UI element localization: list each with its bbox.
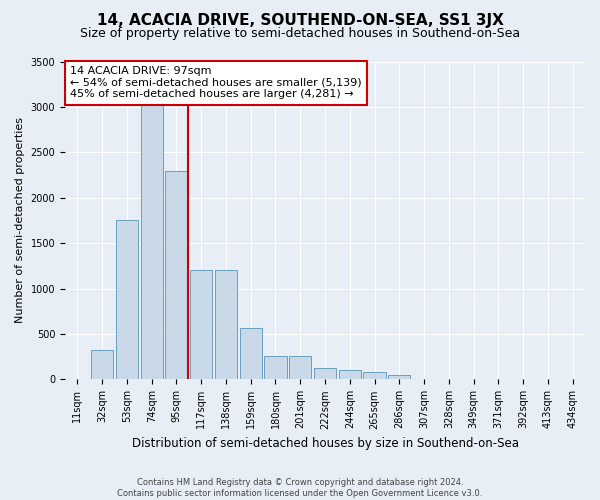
Bar xyxy=(265,356,287,380)
Bar xyxy=(239,328,262,380)
Bar xyxy=(388,375,410,380)
Y-axis label: Number of semi-detached properties: Number of semi-detached properties xyxy=(15,118,25,324)
Bar xyxy=(413,378,435,380)
Bar xyxy=(364,372,386,380)
Text: Size of property relative to semi-detached houses in Southend-on-Sea: Size of property relative to semi-detach… xyxy=(80,28,520,40)
Bar xyxy=(116,220,138,380)
Bar xyxy=(314,368,336,380)
Text: 14 ACACIA DRIVE: 97sqm
← 54% of semi-detached houses are smaller (5,139)
45% of : 14 ACACIA DRIVE: 97sqm ← 54% of semi-det… xyxy=(70,66,362,100)
Bar xyxy=(91,350,113,380)
Bar xyxy=(338,370,361,380)
X-axis label: Distribution of semi-detached houses by size in Southend-on-Sea: Distribution of semi-detached houses by … xyxy=(131,437,518,450)
Bar xyxy=(289,356,311,380)
Text: 14, ACACIA DRIVE, SOUTHEND-ON-SEA, SS1 3JX: 14, ACACIA DRIVE, SOUTHEND-ON-SEA, SS1 3… xyxy=(97,12,503,28)
Bar xyxy=(190,270,212,380)
Bar xyxy=(66,378,89,380)
Text: Contains HM Land Registry data © Crown copyright and database right 2024.
Contai: Contains HM Land Registry data © Crown c… xyxy=(118,478,482,498)
Bar xyxy=(166,170,188,380)
Bar xyxy=(140,72,163,380)
Bar xyxy=(215,270,237,380)
